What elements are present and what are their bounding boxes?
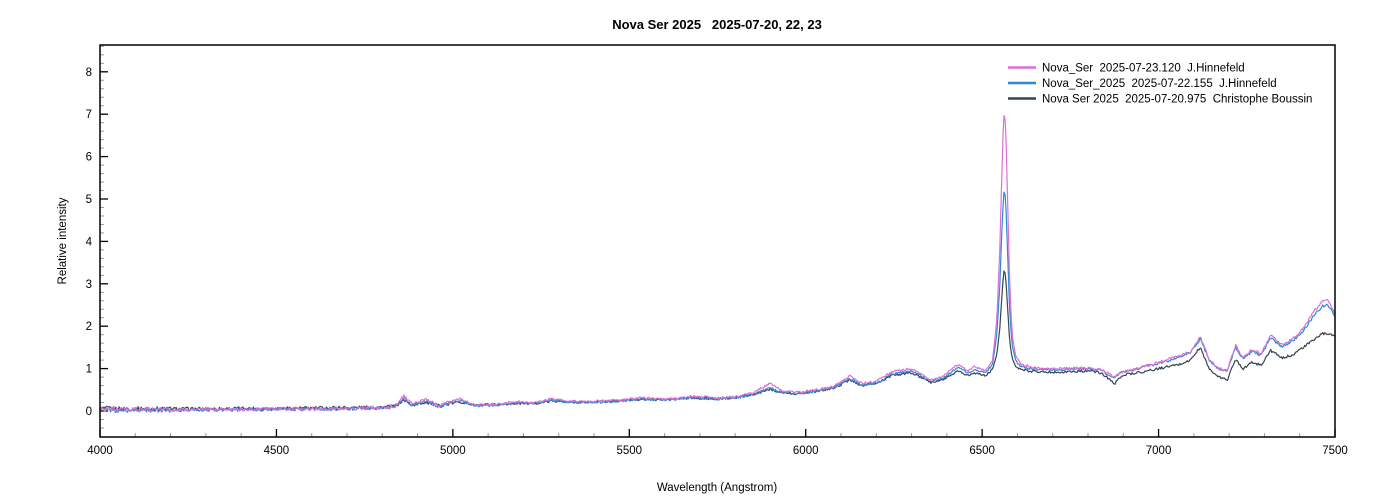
legend: Nova_Ser 2025-07-23.120 J.Hinnefeld Nova_… bbox=[1008, 63, 1312, 106]
y-tick-label: 3 bbox=[86, 279, 92, 291]
legend-label: Nova_Ser 2025-07-23.120 J.Hinnefeld bbox=[1042, 63, 1245, 75]
legend-label: Nova Ser 2025 2025-07-20.975 Christophe … bbox=[1042, 94, 1312, 106]
x-tick-label: 6000 bbox=[793, 445, 819, 457]
x-tick-label: 5500 bbox=[616, 445, 642, 457]
y-tick-label: 0 bbox=[86, 406, 92, 418]
x-tick-label: 7000 bbox=[1146, 445, 1172, 457]
x-tick-label: 4500 bbox=[264, 445, 290, 457]
x-tick-label: 5000 bbox=[440, 445, 466, 457]
y-axis-label: Relative intensity bbox=[57, 197, 69, 284]
y-tick-label: 2 bbox=[86, 321, 92, 333]
x-tick-label: 4000 bbox=[87, 445, 113, 457]
x-tick-label: 7500 bbox=[1322, 445, 1348, 457]
series-lines bbox=[99, 115, 1335, 414]
x-tick-label: 6500 bbox=[969, 445, 995, 457]
chart-title: Nova Ser 2025 2025-07-20, 22, 23 bbox=[612, 17, 822, 32]
plot-border bbox=[99, 44, 1336, 438]
y-tick-label: 4 bbox=[86, 236, 93, 248]
y-tick-label: 7 bbox=[86, 109, 92, 121]
legend-label: Nova_Ser_2025 2025-07-22.155 J.Hinnefeld bbox=[1042, 78, 1277, 90]
y-tick-label: 1 bbox=[86, 364, 92, 376]
y-tick-label: 5 bbox=[86, 194, 92, 206]
x-axis-label: Wavelength (Angstrom) bbox=[657, 482, 778, 494]
spectrum-line bbox=[99, 115, 1335, 413]
tick-labels: 4000 4500 5000 5500 6000 6500 7000 7500 0 1 2 3 4 5 6 7… bbox=[86, 67, 1348, 457]
y-tick-label: 6 bbox=[86, 152, 92, 164]
y-tick-label: 8 bbox=[86, 67, 92, 79]
